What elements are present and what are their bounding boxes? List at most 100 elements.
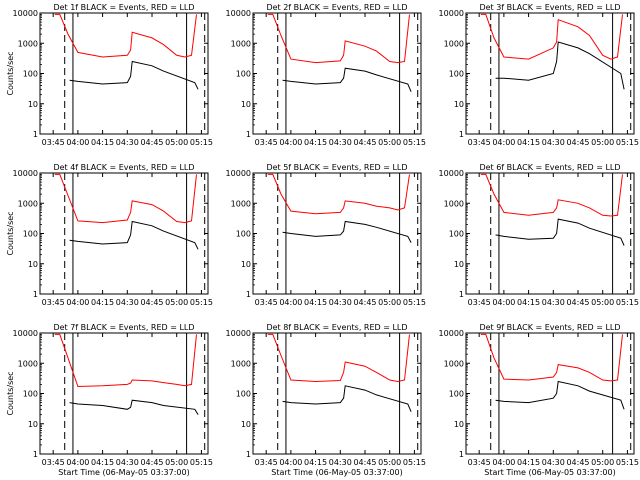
- detector-plot: Det 2f BLACK = Events, RED = LLD 1 10 100 10…: [226, 3, 426, 147]
- x-tick-label: 04:00: [66, 458, 89, 467]
- x-tick-label: 04:30: [542, 458, 565, 467]
- x-tick-label: 05:15: [190, 138, 213, 147]
- plot-title: Det 4f BLACK = Events, RED = LLD: [53, 163, 194, 172]
- x-tick-label: 05:00: [165, 458, 188, 467]
- y-tick-label: 1: [33, 130, 38, 139]
- x-tick-label: 04:15: [304, 298, 327, 307]
- y-tick-label: 1: [246, 450, 251, 459]
- plot-title: Det 7f BLACK = Events, RED = LLD: [53, 323, 194, 332]
- plot-title: Det 6f BLACK = Events, RED = LLD: [479, 163, 620, 172]
- y-tick-label: 10000: [13, 329, 38, 338]
- y-tick-label: 1000: [231, 39, 251, 48]
- y-tick-label: 1: [33, 450, 38, 459]
- x-tick-label: 05:00: [591, 138, 614, 147]
- x-tick-label: 03:45: [255, 298, 278, 307]
- y-tick-label: 100: [236, 230, 251, 239]
- series-line-black: [495, 218, 625, 246]
- y-tick-label: 1: [459, 290, 464, 299]
- y-tick-label: 10: [454, 100, 464, 109]
- series-line-red: [54, 173, 197, 224]
- x-tick-label: 04:15: [304, 458, 327, 467]
- series-line-red: [480, 333, 623, 382]
- y-tick-label: 100: [23, 390, 38, 399]
- y-tick-label: 1000: [231, 359, 251, 368]
- x-tick-label: 04:00: [492, 458, 515, 467]
- x-tick-label: 05:15: [616, 458, 639, 467]
- series-line-black: [282, 220, 412, 243]
- series-line-black: [69, 220, 199, 250]
- y-tick-label: 10000: [226, 9, 251, 18]
- y-axis-label: Counts/sec: [6, 211, 15, 255]
- x-tick-label: 05:00: [378, 298, 401, 307]
- series-line-red: [267, 173, 410, 215]
- x-tick-label: 04:45: [566, 138, 589, 147]
- series-line-red: [54, 333, 197, 388]
- y-tick-label: 1: [246, 290, 251, 299]
- plot-title: Det 2f BLACK = Events, RED = LLD: [266, 3, 407, 12]
- plot-title: Det 8f BLACK = Events, RED = LLD: [266, 323, 407, 332]
- y-tick-label: 10000: [226, 329, 251, 338]
- x-tick-label: 04:15: [91, 138, 114, 147]
- detector-plot: Det 8f BLACK = Events, RED = LLD 1 10 100 10…: [226, 323, 426, 477]
- series-line-black: [495, 380, 625, 410]
- series-line-black: [495, 41, 625, 90]
- y-tick-label: 10: [28, 420, 38, 429]
- y-tick-label: 100: [236, 390, 251, 399]
- y-tick-label: 1: [459, 450, 464, 459]
- x-tick-label: 04:30: [542, 138, 565, 147]
- x-tick-label: 04:30: [116, 458, 139, 467]
- y-tick-label: 10000: [439, 169, 464, 178]
- detector-plot: Det 4f BLACK = Events, RED = LLD 1 10 100 10…: [6, 163, 213, 307]
- x-tick-label: 04:30: [542, 298, 565, 307]
- x-tick-label: 05:15: [190, 458, 213, 467]
- y-tick-label: 1000: [444, 199, 464, 208]
- x-tick-label: 04:00: [492, 298, 515, 307]
- x-tick-label: 05:00: [165, 138, 188, 147]
- x-tick-label: 04:00: [492, 138, 515, 147]
- y-axis-label: Counts/sec: [6, 371, 15, 415]
- x-tick-label: 05:15: [616, 138, 639, 147]
- y-tick-label: 100: [23, 230, 38, 239]
- y-tick-label: 10000: [13, 9, 38, 18]
- y-tick-label: 10000: [13, 169, 38, 178]
- x-tick-label: 03:45: [255, 138, 278, 147]
- x-tick-label: 04:45: [566, 298, 589, 307]
- detector-plot: Det 5f BLACK = Events, RED = LLD 1 10 100 10…: [226, 163, 426, 307]
- y-tick-label: 1: [246, 130, 251, 139]
- y-tick-label: 100: [23, 70, 38, 79]
- plot-title: Det 3f BLACK = Events, RED = LLD: [479, 3, 620, 12]
- y-tick-label: 100: [449, 70, 464, 79]
- x-tick-label: 04:30: [329, 298, 352, 307]
- x-tick-label: 03:45: [42, 298, 65, 307]
- y-tick-label: 10: [241, 420, 251, 429]
- x-tick-label: 03:45: [468, 458, 491, 467]
- y-tick-label: 1000: [18, 199, 38, 208]
- y-tick-label: 1000: [231, 199, 251, 208]
- y-tick-label: 1000: [18, 39, 38, 48]
- x-tick-label: 05:00: [378, 138, 401, 147]
- x-tick-label: 05:00: [165, 298, 188, 307]
- x-tick-label: 03:45: [42, 458, 65, 467]
- y-tick-label: 10: [454, 260, 464, 269]
- x-tick-label: 05:15: [616, 298, 639, 307]
- y-tick-label: 10: [241, 260, 251, 269]
- x-tick-label: 05:15: [403, 458, 426, 467]
- detector-plot: Det 3f BLACK = Events, RED = LLD 1 10 100 10…: [439, 3, 639, 147]
- x-tick-label: 04:00: [279, 138, 302, 147]
- series-line-black: [282, 385, 412, 412]
- x-axis-label: Start Time (06-May-05 03:37:00): [58, 468, 189, 477]
- y-tick-label: 1000: [444, 39, 464, 48]
- detector-plot: Det 1f BLACK = Events, RED = LLD 1 10 100 10…: [6, 3, 213, 147]
- x-tick-label: 04:30: [329, 458, 352, 467]
- y-tick-label: 10: [28, 260, 38, 269]
- x-tick-label: 04:30: [329, 138, 352, 147]
- detector-plot: Det 6f BLACK = Events, RED = LLD 1 10 100 10…: [439, 163, 639, 307]
- y-tick-label: 100: [236, 70, 251, 79]
- y-axis-label: Counts/sec: [6, 51, 15, 95]
- y-tick-label: 10: [28, 100, 38, 109]
- y-tick-label: 100: [449, 390, 464, 399]
- x-tick-label: 04:00: [66, 298, 89, 307]
- x-tick-label: 04:45: [140, 458, 163, 467]
- x-tick-label: 04:30: [116, 298, 139, 307]
